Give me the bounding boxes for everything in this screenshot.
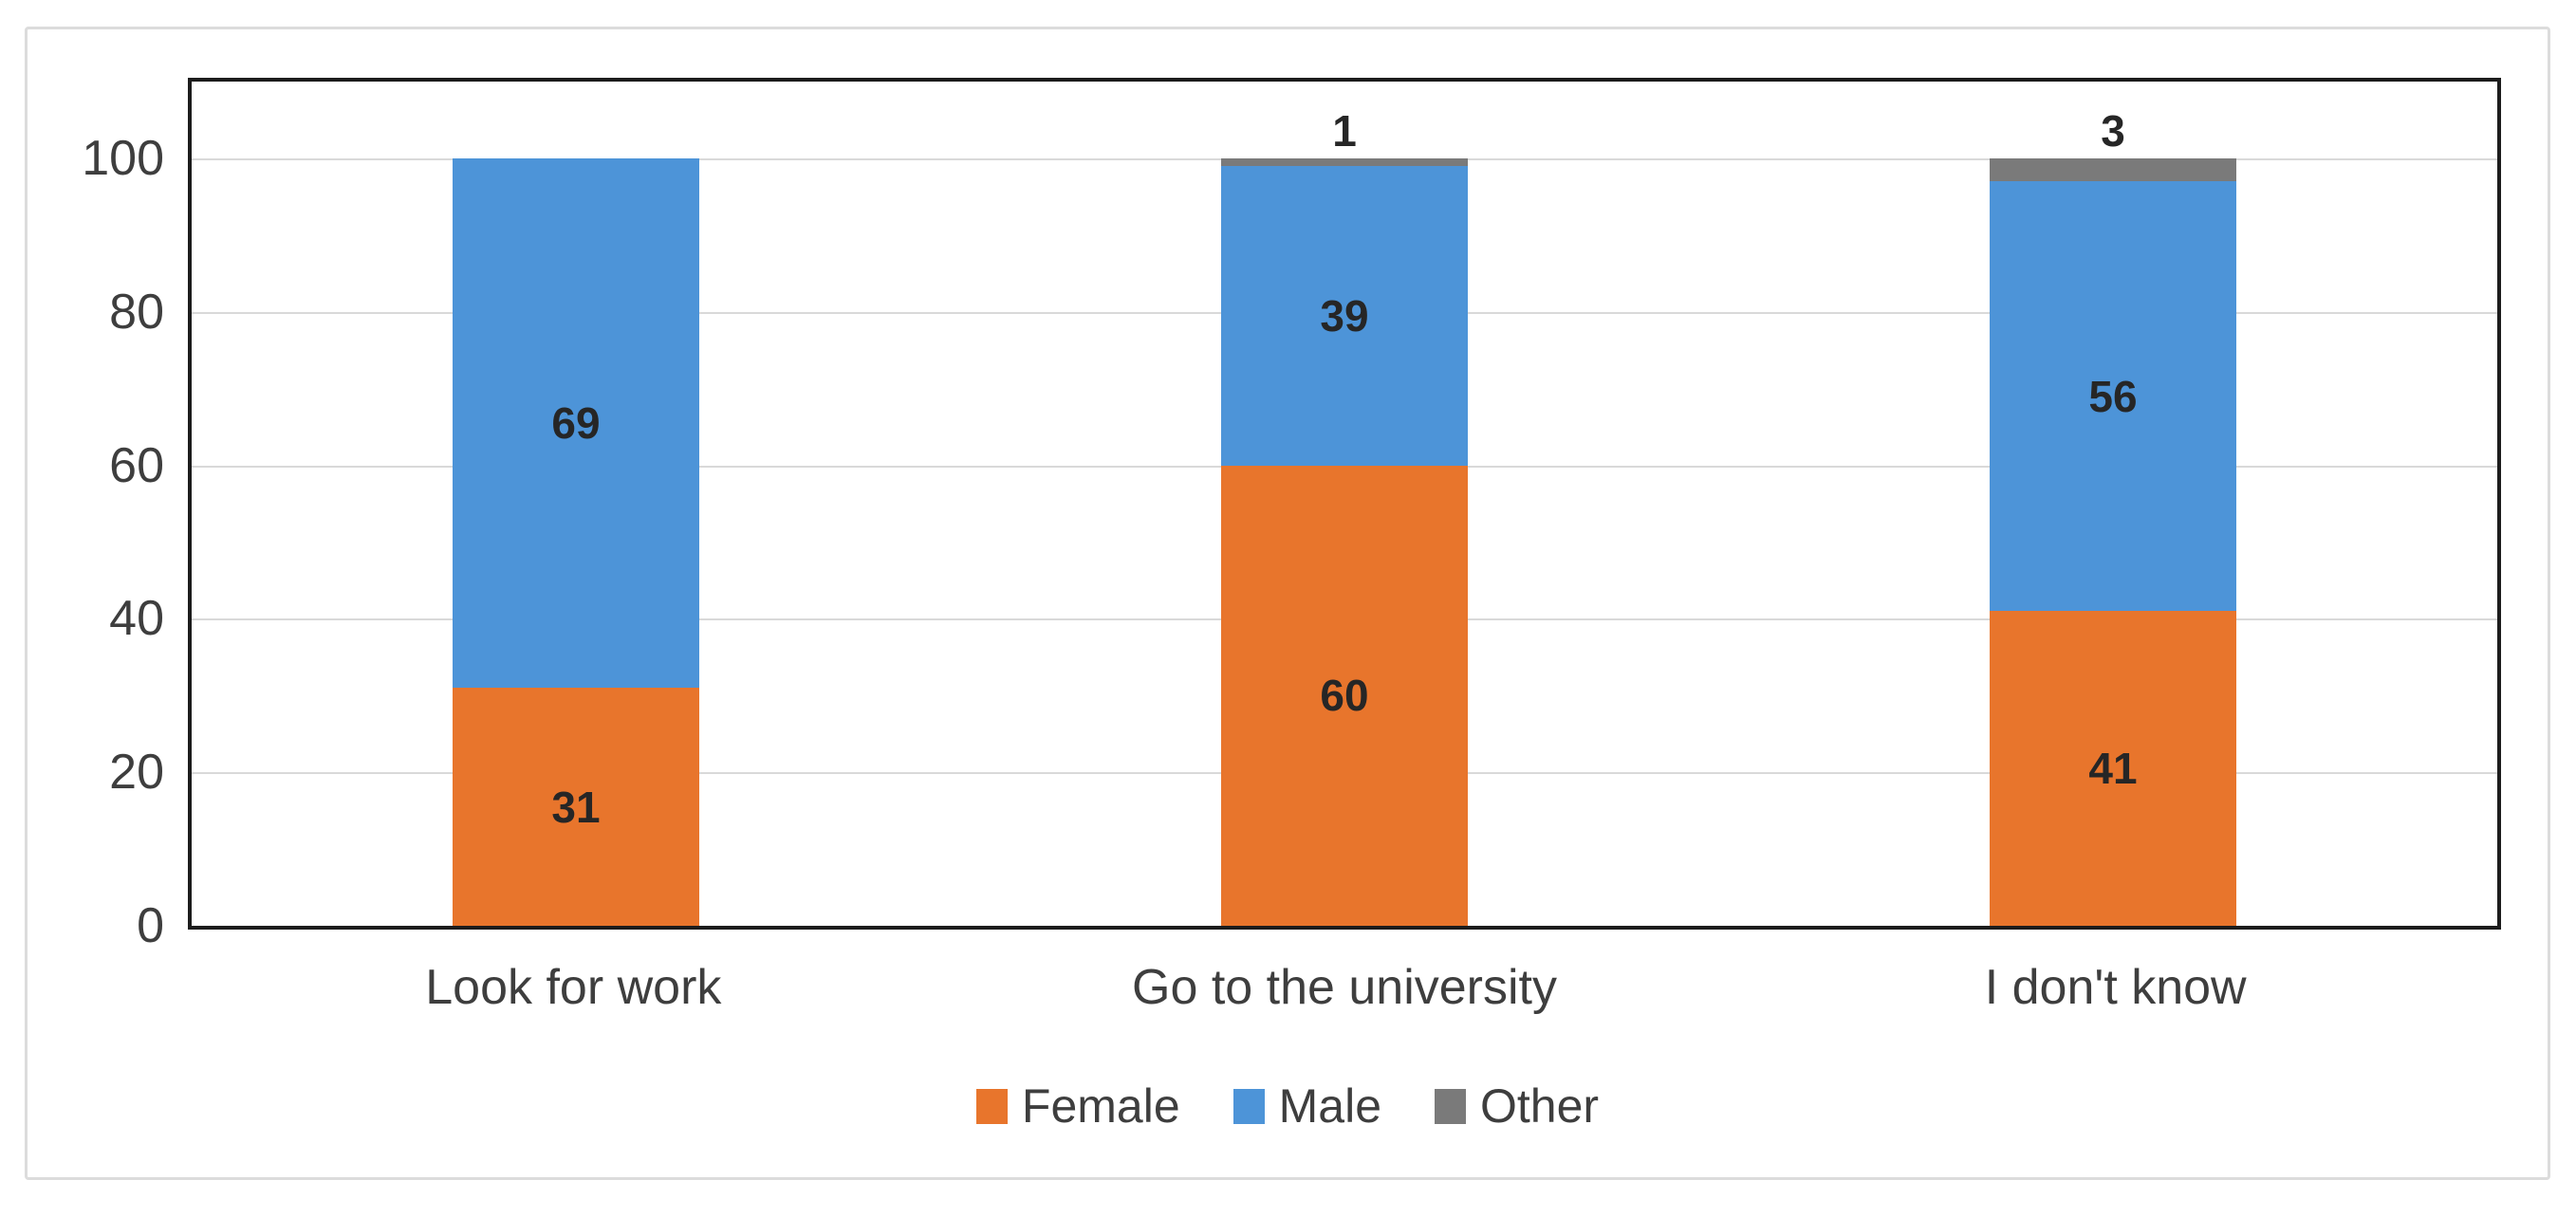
x-axis-labels: Look for work Go to the university I don't… [188,954,2501,1021]
bar-segment-other-go-to-the-university [1221,157,1468,166]
bar-segment-male-go-to-the-university: 39 [1221,166,1468,466]
legend-marker-male [1232,1088,1265,1124]
bar-segment-other-i-don-t-know [1990,157,2236,182]
data-label-male-go-to-the-university: 39 [1320,290,1369,341]
legend-marker-other [1435,1088,1467,1124]
bar-segment-male-look-for-work: 69 [453,157,699,689]
bar-segment-female-i-don-t-know: 41 [1990,611,2236,926]
category-slot-look-for-work: 31 69 [192,82,960,926]
chart-card: 0 20 40 60 80 100 31 69 60 39 1 41 56 3 Look for wor… [25,27,2550,1180]
legend-label-other: Other [1480,1079,1600,1133]
legend-item-male: Male [1232,1079,1382,1133]
data-label-other-go-to-the-university: 1 [1332,105,1357,156]
plot-area: 31 69 60 39 1 41 56 3 [188,78,2501,930]
legend-marker-female [975,1088,1008,1124]
category-label-i-don-t-know: I don't know [1984,960,2247,1015]
data-label-male-look-for-work: 69 [551,398,601,449]
y-axis-tick-label: 80 [109,284,164,340]
y-axis-tick-label: 40 [109,591,164,647]
y-axis-tick-label: 60 [109,437,164,493]
category-slot-go-to-the-university: 60 39 1 [960,82,1729,926]
bar-segment-male-i-don-t-know: 56 [1990,181,2236,612]
bars-container: 31 69 60 39 1 41 56 3 [192,82,2497,926]
data-label-female-look-for-work: 31 [551,782,601,832]
legend: Female Male Other [28,1073,2548,1139]
data-label-female-i-don-t-know: 41 [2088,744,2138,794]
legend-label-male: Male [1278,1079,1382,1133]
y-axis: 0 20 40 60 80 100 [28,29,179,1177]
data-label-other-i-don-t-know: 3 [2101,105,2125,156]
data-label-male-i-don-t-know: 56 [2088,371,2138,421]
bar-go-to-the-university: 60 39 1 [1221,82,1468,926]
bar-look-for-work: 31 69 [453,82,699,926]
bar-i-don-t-know: 41 56 3 [1990,82,2236,926]
category-label-look-for-work: Look for work [425,960,722,1015]
bar-segment-female-look-for-work: 31 [453,688,699,926]
category-slot-i-don-t-know: 41 56 3 [1729,82,2497,926]
legend-label-female: Female [1021,1079,1180,1133]
category-label-go-to-the-university: Go to the university [1132,960,1557,1015]
y-axis-tick-label: 100 [82,130,164,186]
data-label-female-go-to-the-university: 60 [1320,671,1369,721]
bar-segment-female-go-to-the-university: 60 [1221,465,1468,926]
legend-item-female: Female [975,1079,1180,1133]
y-axis-tick-label: 0 [137,898,164,953]
y-axis-tick-label: 20 [109,745,164,801]
legend-item-other: Other [1435,1082,1599,1130]
